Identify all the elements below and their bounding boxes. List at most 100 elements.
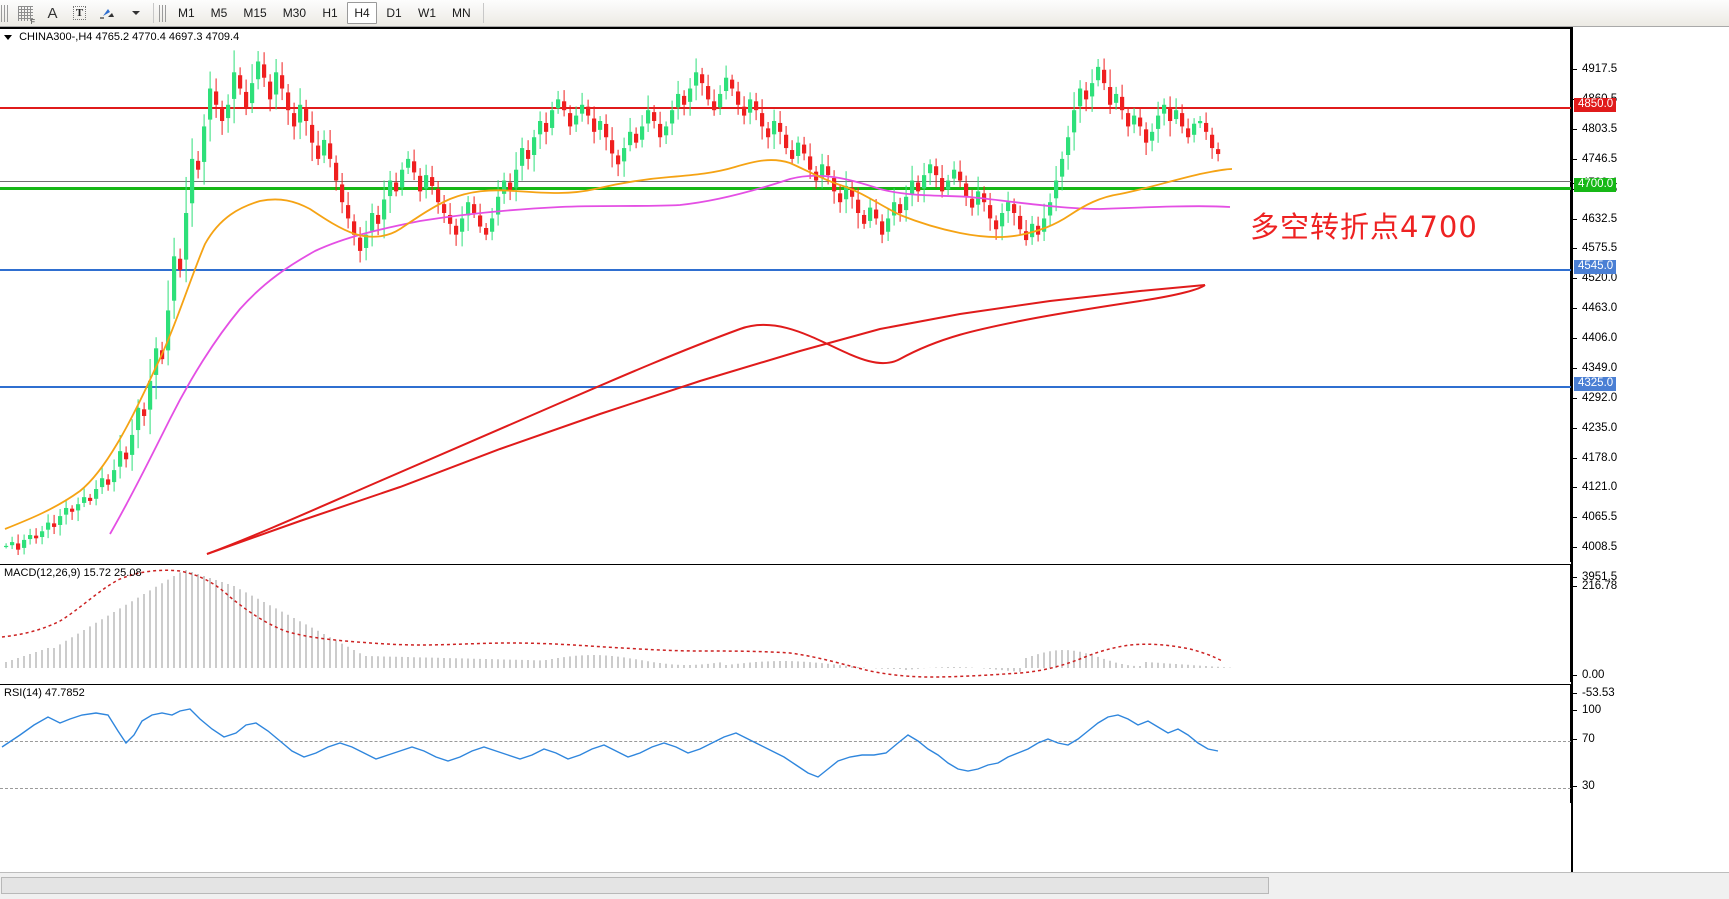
- candlestick: [526, 150, 531, 159]
- candlestick: [1126, 113, 1131, 127]
- shapes-icon[interactable]: [94, 2, 121, 25]
- candlestick: [766, 128, 771, 138]
- level-line-4700[interactable]: [0, 187, 1571, 190]
- candlestick: [790, 150, 795, 159]
- candlestick: [886, 218, 891, 232]
- toolbar-drag-handle[interactable]: [1, 1, 10, 25]
- candlestick: [1156, 115, 1161, 129]
- chart-area[interactable]: CHINA300-,H4 4765.2 4770.4 4697.3 4709.4…: [0, 26, 1729, 899]
- candlestick: [1084, 90, 1089, 100]
- candlestick: [1150, 131, 1155, 141]
- timeframe-d1[interactable]: D1: [386, 6, 402, 20]
- letter-a-icon[interactable]: A: [47, 4, 58, 22]
- triangle-down-icon[interactable]: [4, 34, 12, 40]
- candlestick: [1198, 121, 1203, 124]
- candlestick: [754, 101, 759, 111]
- candlestick: [76, 504, 81, 511]
- candlestick: [58, 516, 63, 525]
- candlestick: [1018, 215, 1023, 230]
- candlestick: [778, 122, 783, 132]
- candlestick: [568, 113, 573, 127]
- price-tag-4700.0[interactable]: 4700.0: [1574, 178, 1617, 192]
- timeframe-m5[interactable]: M5: [210, 6, 228, 20]
- timeframe-h4[interactable]: H4: [347, 2, 378, 24]
- level-line-4325[interactable]: [0, 386, 1571, 388]
- candlestick: [664, 126, 669, 136]
- candlestick: [1108, 87, 1113, 105]
- candlestick: [802, 144, 807, 154]
- candlestick: [910, 180, 915, 194]
- candlestick: [832, 178, 837, 192]
- candlestick: [88, 497, 93, 501]
- timeframe-drag-handle[interactable]: [159, 1, 168, 25]
- candlestick: [46, 522, 51, 530]
- symbol-ohlc-text: CHINA300-,H4 4765.2 4770.4 4697.3 4709.4: [19, 31, 240, 43]
- rsi-line: [1, 708, 1219, 778]
- candlestick: [1144, 129, 1149, 143]
- candlestick: [820, 164, 825, 178]
- candlestick: [112, 470, 117, 483]
- candlestick: [604, 123, 609, 138]
- candlestick: [940, 178, 945, 192]
- candlestick: [166, 310, 171, 351]
- candlestick: [1066, 137, 1071, 155]
- timeframe-h1[interactable]: H1: [322, 6, 338, 20]
- candlestick: [1012, 204, 1017, 214]
- level-line-4850[interactable]: [0, 107, 1571, 109]
- horizontal-scrollbar[interactable]: [0, 872, 1729, 899]
- price-tag-4325.0[interactable]: 4325.0: [1574, 377, 1617, 391]
- price-tag-4545.0[interactable]: 4545.0: [1574, 260, 1617, 274]
- scrollbar-thumb[interactable]: [1, 877, 1269, 894]
- ma-mid-line: [109, 174, 1231, 535]
- candlestick: [892, 202, 897, 216]
- candlestick: [952, 169, 957, 179]
- shapes-icon-svg: [100, 8, 114, 19]
- rsi-pane[interactable]: RSI(14) 47.7852: [0, 684, 1571, 803]
- text-box-icon[interactable]: T: [67, 2, 92, 25]
- timeframe-m30[interactable]: M30: [282, 6, 307, 20]
- ma-slow-line: [206, 284, 1206, 555]
- price-tag-4850.0[interactable]: 4850.0: [1574, 98, 1617, 112]
- candlestick: [460, 218, 465, 232]
- candlestick: [82, 497, 87, 503]
- candlestick: [178, 258, 183, 270]
- candlestick: [430, 177, 435, 186]
- candlestick: [1060, 158, 1065, 177]
- candlestick: [412, 161, 417, 173]
- candlestick: [946, 180, 951, 190]
- candlestick: [424, 175, 429, 189]
- price-tick-4008.5: 4008.5: [1573, 541, 1617, 553]
- price-series-svg: [4, 50, 1233, 555]
- macd-tick--53.53: -53.53: [1573, 687, 1615, 699]
- candlestick: [592, 118, 597, 132]
- level-line-4700-shadow: [0, 181, 1571, 182]
- candlestick: [508, 182, 513, 192]
- candlestick: [1078, 88, 1083, 107]
- candlestick: [772, 121, 777, 135]
- candlestick: [742, 106, 747, 116]
- price-axis[interactable]: 4917.54860.54803.54746.54700.44689.54632…: [1571, 27, 1729, 876]
- macd-histogram: [5, 570, 1231, 672]
- level-line-4545[interactable]: [0, 269, 1571, 271]
- candlestick: [850, 187, 855, 197]
- candlestick: [130, 434, 135, 455]
- candlestick: [286, 92, 291, 111]
- macd-series-svg: [1, 569, 1231, 678]
- timeframe-m15[interactable]: M15: [243, 6, 267, 20]
- crosshair-f-icon[interactable]: [13, 2, 38, 26]
- candlestick: [670, 110, 675, 124]
- timeframe-m1[interactable]: M1: [178, 6, 195, 20]
- candlestick: [310, 124, 315, 143]
- price-pane[interactable]: CHINA300-,H4 4765.2 4770.4 4697.3 4709.4…: [0, 27, 1571, 562]
- price-tick-4292.0: 4292.0: [1573, 392, 1617, 404]
- chevron-down-icon[interactable]: [123, 2, 148, 25]
- macd-pane[interactable]: MACD(12,26,9) 15.72 25.08: [0, 564, 1571, 682]
- candlestick: [724, 77, 729, 92]
- candlestick: [712, 101, 717, 111]
- candlestick: [586, 106, 591, 116]
- candlestick: [466, 202, 471, 216]
- timeframe-w1[interactable]: W1: [418, 6, 437, 20]
- timeframe-mn[interactable]: MN: [452, 6, 471, 20]
- candlestick: [1030, 223, 1035, 238]
- candlestick: [1042, 218, 1047, 232]
